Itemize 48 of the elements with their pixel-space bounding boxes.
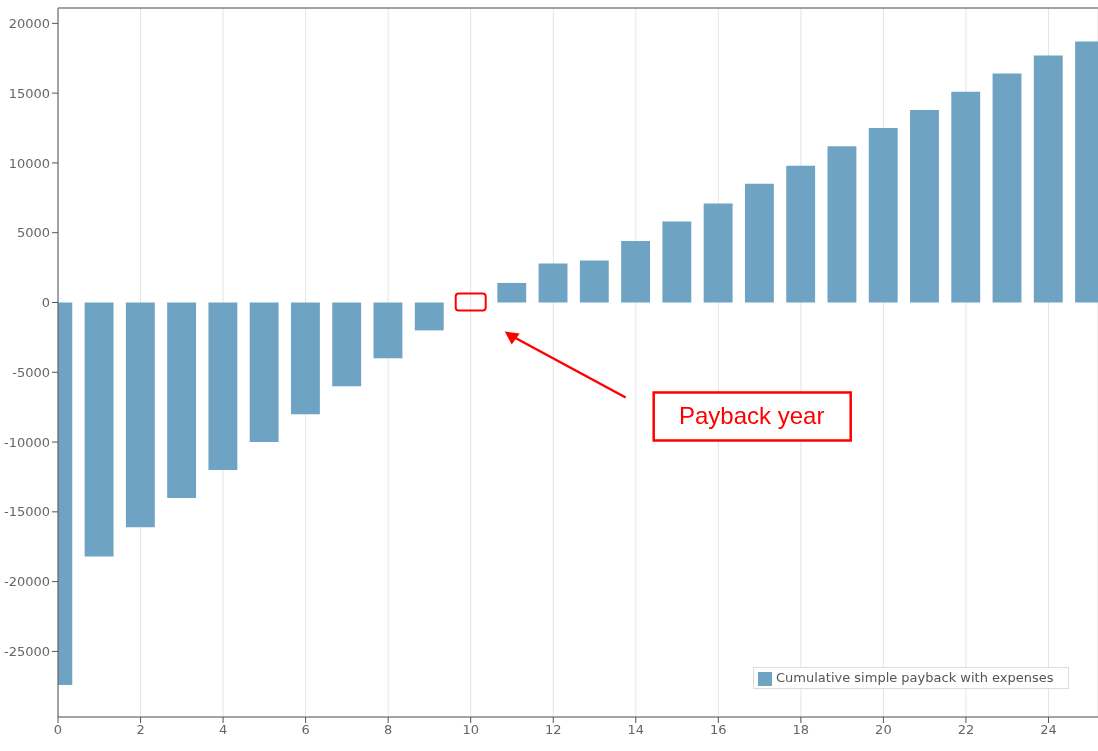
bar [497,282,527,303]
x-tick-label: 18 [792,722,810,738]
bar [414,302,444,331]
bar [373,302,403,359]
legend-label: Cumulative simple payback with expenses [776,670,1054,685]
y-tick-label: 0 [41,295,50,311]
bar [249,302,279,443]
y-tick-label: -25000 [3,644,50,660]
y-tick-label: -20000 [3,574,50,590]
y-tick-label: 15000 [8,85,50,101]
x-tick-label: 2 [136,722,145,738]
bar [208,302,238,470]
bar [332,302,362,387]
x-tick-label: 10 [462,722,479,738]
bar [827,146,857,303]
x-tick-label: 24 [1040,722,1057,738]
bar [786,165,816,303]
x-tick-label: 12 [544,722,562,738]
x-tick-label: 4 [218,722,228,738]
bar [703,203,733,303]
y-tick-label: 20000 [8,15,50,31]
bar [910,109,939,303]
bar [621,241,651,303]
bar [662,221,692,303]
bar [167,302,197,498]
bar [951,91,981,303]
bar [84,302,114,557]
bar [290,302,320,415]
bar [125,302,155,528]
y-tick-label: -5000 [12,364,50,380]
y-tick-label: 10000 [8,155,50,171]
y-tick-label: 5000 [16,225,50,241]
x-tick-label: 6 [301,722,310,738]
y-tick-label: -15000 [3,504,50,520]
x-tick-label: 0 [53,722,63,738]
x-tick-label: 14 [627,722,645,738]
bar [579,260,609,303]
bar [538,263,568,303]
x-tick-label: 16 [710,722,727,738]
y-tick-label: -10000 [3,434,50,450]
bar [1033,55,1063,303]
bar [744,183,774,303]
x-tick-label: 8 [384,722,393,738]
x-tick-label: 22 [957,722,975,738]
bar [992,73,1022,303]
bar [868,128,898,303]
annotation: Payback year [679,402,825,430]
x-tick-label: 20 [875,722,892,738]
